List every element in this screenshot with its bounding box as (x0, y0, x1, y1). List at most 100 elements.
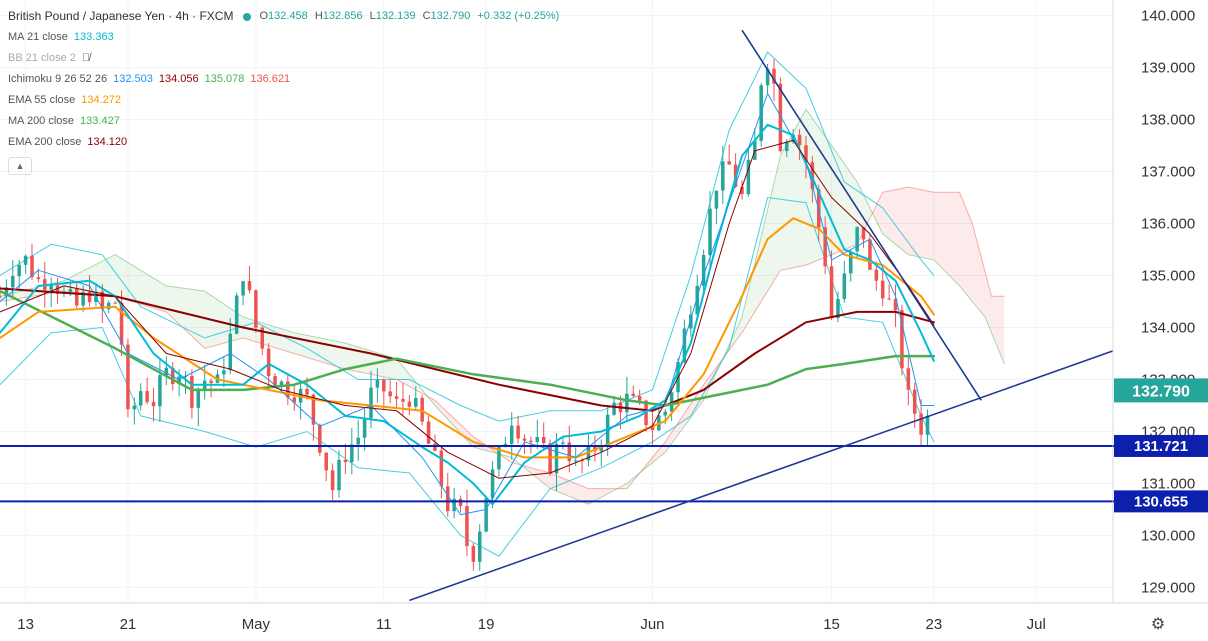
indicator-value: 134.272 (81, 94, 122, 106)
ichimoku-kijun (0, 139, 935, 479)
candle-body (797, 134, 802, 146)
indicator-value: 134.056 (158, 73, 199, 85)
cloud-segment (943, 192, 947, 273)
cloud-segment (630, 478, 634, 485)
cloud-segment (1001, 296, 1005, 364)
cloud-segment (566, 479, 570, 497)
cloud-segment (735, 324, 739, 342)
candle-body (311, 394, 316, 425)
price-level-tag (1114, 434, 1208, 457)
cloud-segment (745, 290, 749, 328)
cloud-segment (828, 141, 832, 257)
indicator-row[interactable]: BB 21 close 2 👁̸ (8, 48, 563, 69)
cloud-segment (153, 278, 157, 309)
indicator-row[interactable]: Ichimoku 9 26 52 26 132.503 134.056 135.078… (8, 69, 563, 90)
ohlc-close: 132.790 (430, 10, 471, 22)
candle-body (689, 314, 693, 329)
cloud-segment (492, 449, 496, 454)
cloud-segment (422, 389, 426, 396)
cloud-segment (988, 284, 992, 333)
candle-body (906, 368, 911, 390)
trendlines[interactable] (409, 29, 1114, 602)
cloud-segment (19, 290, 23, 299)
cloud-segment (172, 286, 176, 321)
indicator-row[interactable]: EMA 55 close 134.272 (8, 90, 563, 111)
cloud-segment (182, 288, 186, 331)
cloud-segment (911, 187, 915, 257)
cloud-segment (22, 290, 26, 298)
indicator-row[interactable]: EMA 200 close 134.120 (8, 132, 563, 153)
y-tick-label: 134.000 (1141, 319, 1195, 336)
cloud-segment (636, 473, 640, 477)
cloud-segment (940, 192, 944, 270)
x-tick-label: 15 (823, 616, 840, 633)
cloud-segment (147, 274, 151, 308)
candle-body (382, 379, 386, 392)
x-tick-label: Jul (1027, 616, 1046, 633)
candle-body (593, 445, 597, 452)
indicator-row[interactable]: MA 21 close 133.363 (8, 27, 563, 48)
cloud-segment (281, 328, 285, 351)
cloud-segment (441, 406, 445, 416)
cloud-segment (921, 189, 925, 258)
ohlc-open: 132.458 (268, 10, 308, 22)
candle-body (714, 190, 719, 209)
cloud-segment (617, 486, 621, 489)
candle-body (848, 251, 853, 274)
cloud-segment (949, 192, 954, 280)
candle-body (836, 298, 840, 319)
candle-body (829, 266, 834, 319)
cloud-segment (873, 205, 877, 221)
eye-off-icon[interactable]: 👁̸ (81, 52, 91, 64)
cloud-segment (767, 196, 771, 292)
indicator-name: MA 21 close (8, 31, 68, 43)
cloud-segment (303, 334, 308, 358)
candle-body (721, 161, 725, 191)
candle-body (4, 287, 9, 297)
candle-body (727, 161, 731, 165)
cloud-segment (537, 469, 541, 481)
indicator-name: BB 21 close 2 (8, 52, 76, 64)
cloud-segment (901, 187, 906, 253)
cloud-segment (748, 276, 752, 323)
cloud-segment (418, 385, 423, 394)
cloud-segment (131, 264, 135, 303)
cloud-segment (310, 335, 314, 360)
cloud-segment (534, 468, 538, 479)
cloud-segment (604, 488, 608, 496)
last-price-tag (1114, 378, 1208, 403)
indicator-row[interactable]: MA 200 close 133.427 (8, 111, 563, 132)
cloud-segment (780, 150, 784, 271)
candle-body (17, 264, 21, 277)
cloud-segment (514, 460, 519, 465)
candle-body (868, 239, 872, 270)
cloud-segment (652, 453, 656, 463)
ohlc-readout: O132.458 H132.856 L132.139 C132.790 +0.3… (259, 6, 563, 27)
candle-body (541, 436, 546, 444)
ohlc-high: 132.856 (322, 10, 363, 22)
candle-body (509, 425, 514, 444)
cloud-segment (997, 296, 1002, 357)
candle-body (612, 402, 616, 415)
cloud-segment (764, 209, 768, 297)
cloud-segment (348, 344, 352, 371)
cloud-segment (156, 280, 160, 310)
price-level-label: 131.721 (1134, 438, 1188, 455)
cloud-segment (377, 352, 381, 377)
cloud-segment (556, 475, 560, 493)
cloud-segment (972, 223, 976, 306)
y-tick-label: 131.000 (1141, 475, 1195, 492)
cloud-segment (175, 287, 180, 325)
cloud-segment (588, 488, 592, 505)
cloud-segment (985, 272, 989, 325)
candle-body (561, 442, 565, 444)
gear-icon[interactable]: ⚙ (1151, 614, 1165, 633)
horizontal-levels[interactable]: 131.721 130.655 (0, 434, 1208, 513)
cloud-segment (841, 159, 845, 251)
chevron-up-icon[interactable]: ▲ (8, 157, 32, 175)
candle-body (375, 379, 380, 388)
cloud-segment (380, 353, 384, 377)
candle-body (522, 438, 527, 441)
symbol-title[interactable]: British Pound / Japanese Yen · 4h · FXCM (8, 9, 234, 23)
